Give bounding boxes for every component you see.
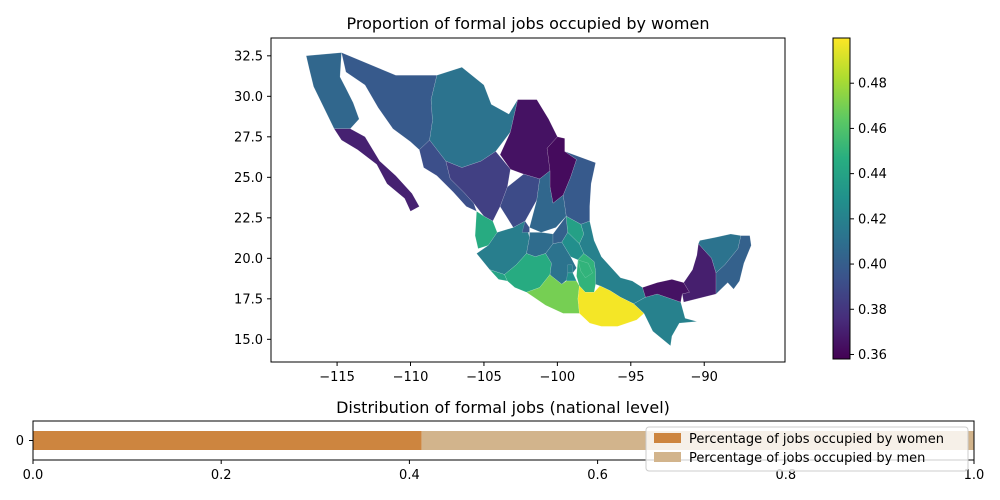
bar-legend: Percentage of jobs occupied by women Perc… — [645, 426, 969, 472]
bar-x-tick-label: 0.4 — [399, 468, 420, 483]
bar-x-axis: 0.0 0.2 0.4 0.6 0.8 1.0 — [23, 460, 985, 483]
map-y-axis: 15.0 17.5 20.0 22.5 25.0 27.5 30.0 32.5 — [234, 49, 271, 348]
region-17 — [565, 215, 585, 245]
region-27 — [526, 274, 580, 314]
map-regions — [305, 52, 752, 347]
region-30 — [642, 279, 690, 303]
map-y-tick-label: 27.5 — [234, 130, 263, 145]
map-x-tick-label: −115 — [319, 370, 355, 385]
bar-segment-1 — [33, 431, 422, 450]
map-x-tick-label: −105 — [466, 370, 502, 385]
legend-swatch — [654, 452, 681, 462]
map-x-axis: −115 −110 −105 −100 −95 −90 — [319, 362, 718, 385]
colorbar-tick-label: 0.46 — [858, 122, 887, 137]
map-title: Proportion of formal jobs occupied by wo… — [347, 14, 710, 33]
bar-x-tick-label: 1.0 — [964, 468, 985, 483]
map-x-tick-label: −95 — [617, 370, 644, 385]
region-23 — [565, 272, 577, 282]
map-x-tick-label: −100 — [540, 370, 576, 385]
legend-box — [645, 426, 969, 472]
map-y-tick-label: 32.5 — [234, 49, 263, 64]
map-y-tick-label: 15.0 — [234, 333, 263, 348]
bar-y-axis: 0 — [16, 434, 33, 449]
region-29 — [633, 293, 697, 347]
bar-x-tick-label: 0.6 — [587, 468, 608, 483]
colorbar-gradient — [833, 38, 850, 359]
region-9 — [419, 139, 477, 212]
colorbar-ticks: 0.36 0.38 0.40 0.42 0.44 0.46 0.48 — [850, 77, 887, 363]
region-22 — [567, 264, 574, 274]
bar-x-tick-label: 0.0 — [23, 468, 44, 483]
colorbar-tick-label: 0.44 — [858, 167, 887, 182]
bar-x-tick-label: 0.2 — [211, 468, 232, 483]
bar-y-tick-label: 0 — [16, 434, 24, 449]
region-1 — [305, 52, 360, 129]
map-y-tick-label: 30.0 — [234, 90, 263, 105]
region-2 — [333, 128, 420, 212]
legend-label: Percentage of jobs occupied by women — [689, 432, 944, 447]
bar-chart: Distribution of formal jobs (national le… — [16, 398, 985, 483]
map-y-tick-label: 25.0 — [234, 171, 263, 186]
legend-swatch — [654, 433, 681, 443]
colorbar-tick-label: 0.36 — [858, 348, 887, 363]
legend-label: Percentage of jobs occupied by men — [689, 451, 925, 466]
map-x-tick-label: −90 — [691, 370, 718, 385]
bar-x-tick-label: 0.8 — [775, 468, 796, 483]
map-x-tick-label: −110 — [393, 370, 429, 385]
region-20 — [504, 253, 552, 293]
region-28 — [577, 285, 645, 327]
colorbar-tick-label: 0.42 — [858, 212, 887, 227]
map-y-tick-label: 17.5 — [234, 292, 263, 307]
colorbar-tick-label: 0.48 — [858, 77, 887, 92]
colorbar: 0.36 0.38 0.40 0.42 0.44 0.46 0.48 — [832, 37, 887, 363]
region-10 — [499, 173, 540, 228]
region-5 — [499, 99, 558, 180]
map-chart: Proportion of formal jobs occupied by wo… — [234, 14, 786, 385]
colorbar-tick-label: 0.40 — [858, 258, 887, 273]
colorbar-tick-label: 0.38 — [858, 303, 887, 318]
map-axes-frame — [270, 37, 786, 363]
region-33 — [715, 235, 752, 295]
region-25 — [576, 253, 596, 293]
colorbar-frame — [832, 37, 851, 360]
bar-title: Distribution of formal jobs (national le… — [336, 398, 670, 417]
map-y-tick-label: 22.5 — [234, 211, 263, 226]
map-y-tick-label: 20.0 — [234, 252, 263, 267]
